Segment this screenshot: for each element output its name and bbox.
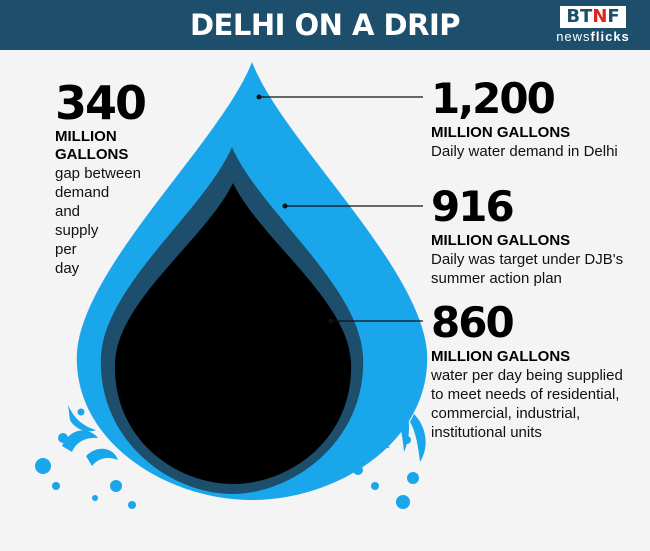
leader-lines — [256, 94, 423, 324]
demand-callout: 1,200 MILLION GALLONS Daily water demand… — [431, 78, 636, 161]
target-callout: 916 MILLION GALLONS Daily was target und… — [431, 186, 636, 288]
leader-dot-supply — [328, 318, 334, 324]
brand-logo-mark: BTNF — [560, 6, 626, 28]
demand-value: 1,200 — [431, 74, 556, 123]
target-value: 916 — [431, 182, 515, 231]
gap-desc-line-3: and — [55, 203, 81, 220]
header-bar: DELHI ON A DRIP BTNF newsflicks — [0, 0, 650, 50]
gap-unit-line1: MILLION — [55, 128, 117, 145]
brand-logo-subtitle: newsflicks — [556, 29, 630, 44]
drop-supply — [114, 183, 352, 484]
gap-unit-line2: GALLONS — [55, 146, 129, 163]
splash-right — [352, 385, 426, 509]
gap-callout: 340 MILLION GALLONS gap between demand a… — [55, 80, 165, 278]
page-title: DELHI ON A DRIP — [189, 8, 461, 42]
gap-desc-line-1: gap between — [55, 165, 141, 182]
supply-unit: MILLION GALLONS — [431, 348, 571, 365]
gap-desc-line-2: demand — [55, 184, 110, 201]
brand-logo-accent: N — [592, 6, 608, 27]
target-unit: MILLION GALLONS — [431, 232, 571, 249]
leader-dot-demand — [256, 94, 262, 100]
supply-value: 860 — [431, 298, 515, 347]
supply-desc: water per day being supplied to meet nee… — [431, 367, 623, 441]
brand-logo: BTNF newsflicks — [550, 6, 636, 45]
gap-desc-line-4: supply — [55, 222, 99, 239]
supply-callout: 860 MILLION GALLONS water per day being … — [431, 302, 636, 442]
splash-left — [35, 405, 136, 509]
gap-value: 340 — [55, 76, 147, 130]
target-desc: Daily was target under DJB's summer acti… — [431, 251, 624, 287]
gap-desc-line-6: day — [55, 260, 80, 277]
demand-unit: MILLION GALLONS — [431, 124, 571, 141]
gap-desc-line-5: per — [55, 241, 77, 258]
leader-dot-target — [282, 203, 288, 209]
demand-desc: Daily water demand in Delhi — [431, 143, 618, 160]
